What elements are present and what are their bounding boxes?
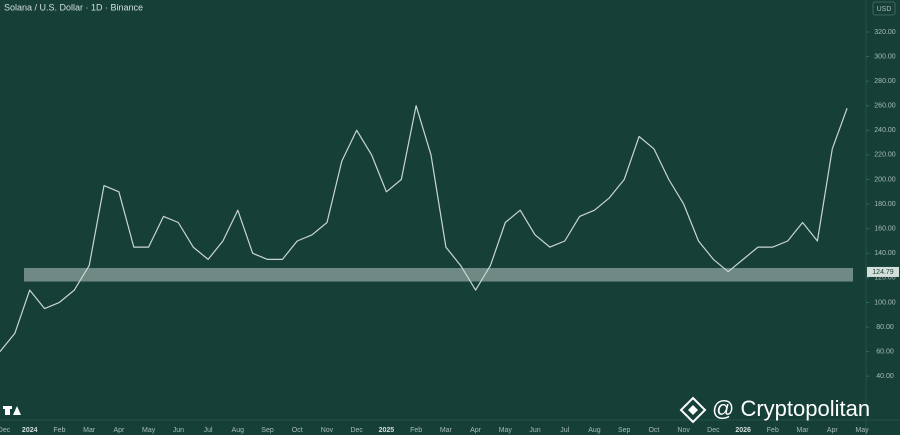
x-tick-label: Feb	[410, 427, 422, 434]
x-tick-label: 2026	[735, 427, 751, 434]
tv-logo	[3, 406, 21, 415]
currency-box[interactable]	[872, 1, 896, 16]
support-zone	[24, 268, 853, 282]
x-tick-label: Sep	[618, 427, 631, 434]
watermark: @ Cryptopolitan	[712, 396, 870, 421]
y-tick-label: 260.00	[874, 103, 896, 110]
x-tick-label: Feb	[53, 427, 65, 434]
x-tick-label: Aug	[588, 427, 601, 434]
currency[interactable]: USD	[877, 6, 892, 13]
y-tick-label: 300.00	[874, 53, 896, 60]
x-tick-label: 2024	[22, 427, 38, 434]
chart-title: Solana / U.S. Dollar · 1D · Binance	[4, 2, 143, 12]
x-tick-label: Sep	[261, 427, 274, 434]
x-tick-label: Aug	[232, 427, 245, 434]
x-tick-label: 2025	[379, 427, 395, 434]
x-tick-label: Dec	[350, 427, 363, 434]
y-tick-label: 100.00	[874, 299, 896, 306]
x-tick-label: Mar	[797, 427, 810, 434]
y-tick-label: 140.00	[874, 250, 896, 257]
y-tick-label: 80.00	[876, 324, 894, 331]
price-marker-label: 124.79	[872, 269, 894, 276]
x-tick-label: May	[499, 427, 513, 434]
price-marker-box	[867, 266, 899, 277]
y-tick-label: 160.00	[874, 226, 896, 233]
x-tick-label: Apr	[470, 427, 482, 434]
x-tick-label: May	[142, 427, 156, 434]
y-tick-label: 320.00	[874, 29, 896, 36]
watermark-logo	[679, 396, 707, 424]
x-tick-label: Jul	[204, 427, 213, 434]
x-tick-label: Nov	[677, 427, 690, 434]
y-tick-label: 60.00	[876, 348, 894, 355]
y-tick-label: 240.00	[874, 127, 896, 134]
x-tick-label: Dec	[707, 427, 720, 434]
x-tick-label: May	[855, 427, 869, 434]
x-tick-label: Dec	[0, 427, 11, 434]
y-tick-label: 200.00	[874, 176, 896, 183]
x-tick-label: Feb	[767, 427, 779, 434]
x-tick-label: Mar	[83, 427, 96, 434]
x-tick-label: Oct	[292, 427, 303, 434]
y-tick-label: 40.00	[876, 373, 894, 380]
price-line	[0, 105, 848, 352]
x-tick-label: Apr	[827, 427, 839, 434]
x-tick-label: Nov	[321, 427, 334, 434]
x-tick-label: Jun	[529, 427, 540, 434]
y-tick-label: 280.00	[874, 78, 896, 85]
x-tick-label: Jun	[173, 427, 184, 434]
y-tick-label: 220.00	[874, 152, 896, 159]
x-tick-label: Oct	[648, 427, 659, 434]
x-tick-label: Apr	[113, 427, 125, 434]
y-tick-label: 120.00	[874, 275, 896, 282]
x-tick-label: Jul	[560, 427, 569, 434]
x-tick-label: Mar	[440, 427, 453, 434]
y-tick-label: 180.00	[874, 201, 896, 208]
